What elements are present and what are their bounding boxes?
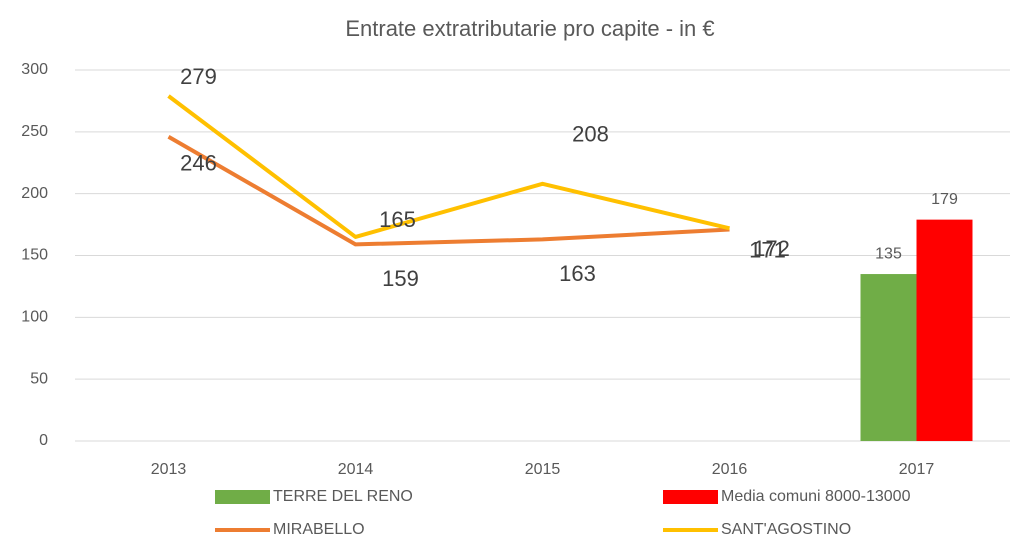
y-tick-label: 50 [30, 370, 48, 387]
line-value-label: 163 [559, 261, 596, 286]
line-value-label: 172 [753, 236, 790, 261]
y-tick-label: 100 [21, 309, 48, 326]
legend-label: MIRABELLO [273, 521, 365, 538]
x-tick-label: 2015 [525, 461, 561, 478]
legend-label: TERRE DEL RENO [273, 488, 413, 505]
bar [860, 274, 917, 441]
bar [916, 219, 973, 441]
line-value-label: 246 [180, 151, 217, 176]
y-tick-label: 200 [21, 185, 48, 202]
x-tick-label: 2014 [338, 461, 374, 478]
line-value-label: 279 [180, 64, 217, 89]
line-value-label: 208 [572, 122, 609, 147]
chart-title: Entrate extratributarie pro capite - in … [345, 16, 714, 41]
legend-swatch [663, 490, 718, 504]
x-tick-label: 2016 [712, 461, 748, 478]
bar-value-label: 179 [931, 191, 958, 208]
x-tick-label: 2017 [899, 461, 935, 478]
line [167, 94, 730, 239]
line-value-label: 159 [382, 266, 419, 291]
y-tick-label: 250 [21, 123, 48, 140]
y-tick-label: 300 [21, 61, 48, 78]
legend-swatch [215, 490, 270, 504]
legend-label: Media comuni 8000-13000 [721, 488, 911, 505]
y-tick-label: 0 [39, 432, 48, 449]
line-value-label: 171 [749, 237, 786, 262]
line [167, 135, 730, 247]
y-tick-label: 150 [21, 247, 48, 264]
bar-value-label: 135 [875, 245, 902, 262]
legend-label: SANT'AGOSTINO [721, 521, 851, 538]
x-tick-label: 2013 [151, 461, 187, 478]
line-value-label: 165 [379, 207, 416, 232]
